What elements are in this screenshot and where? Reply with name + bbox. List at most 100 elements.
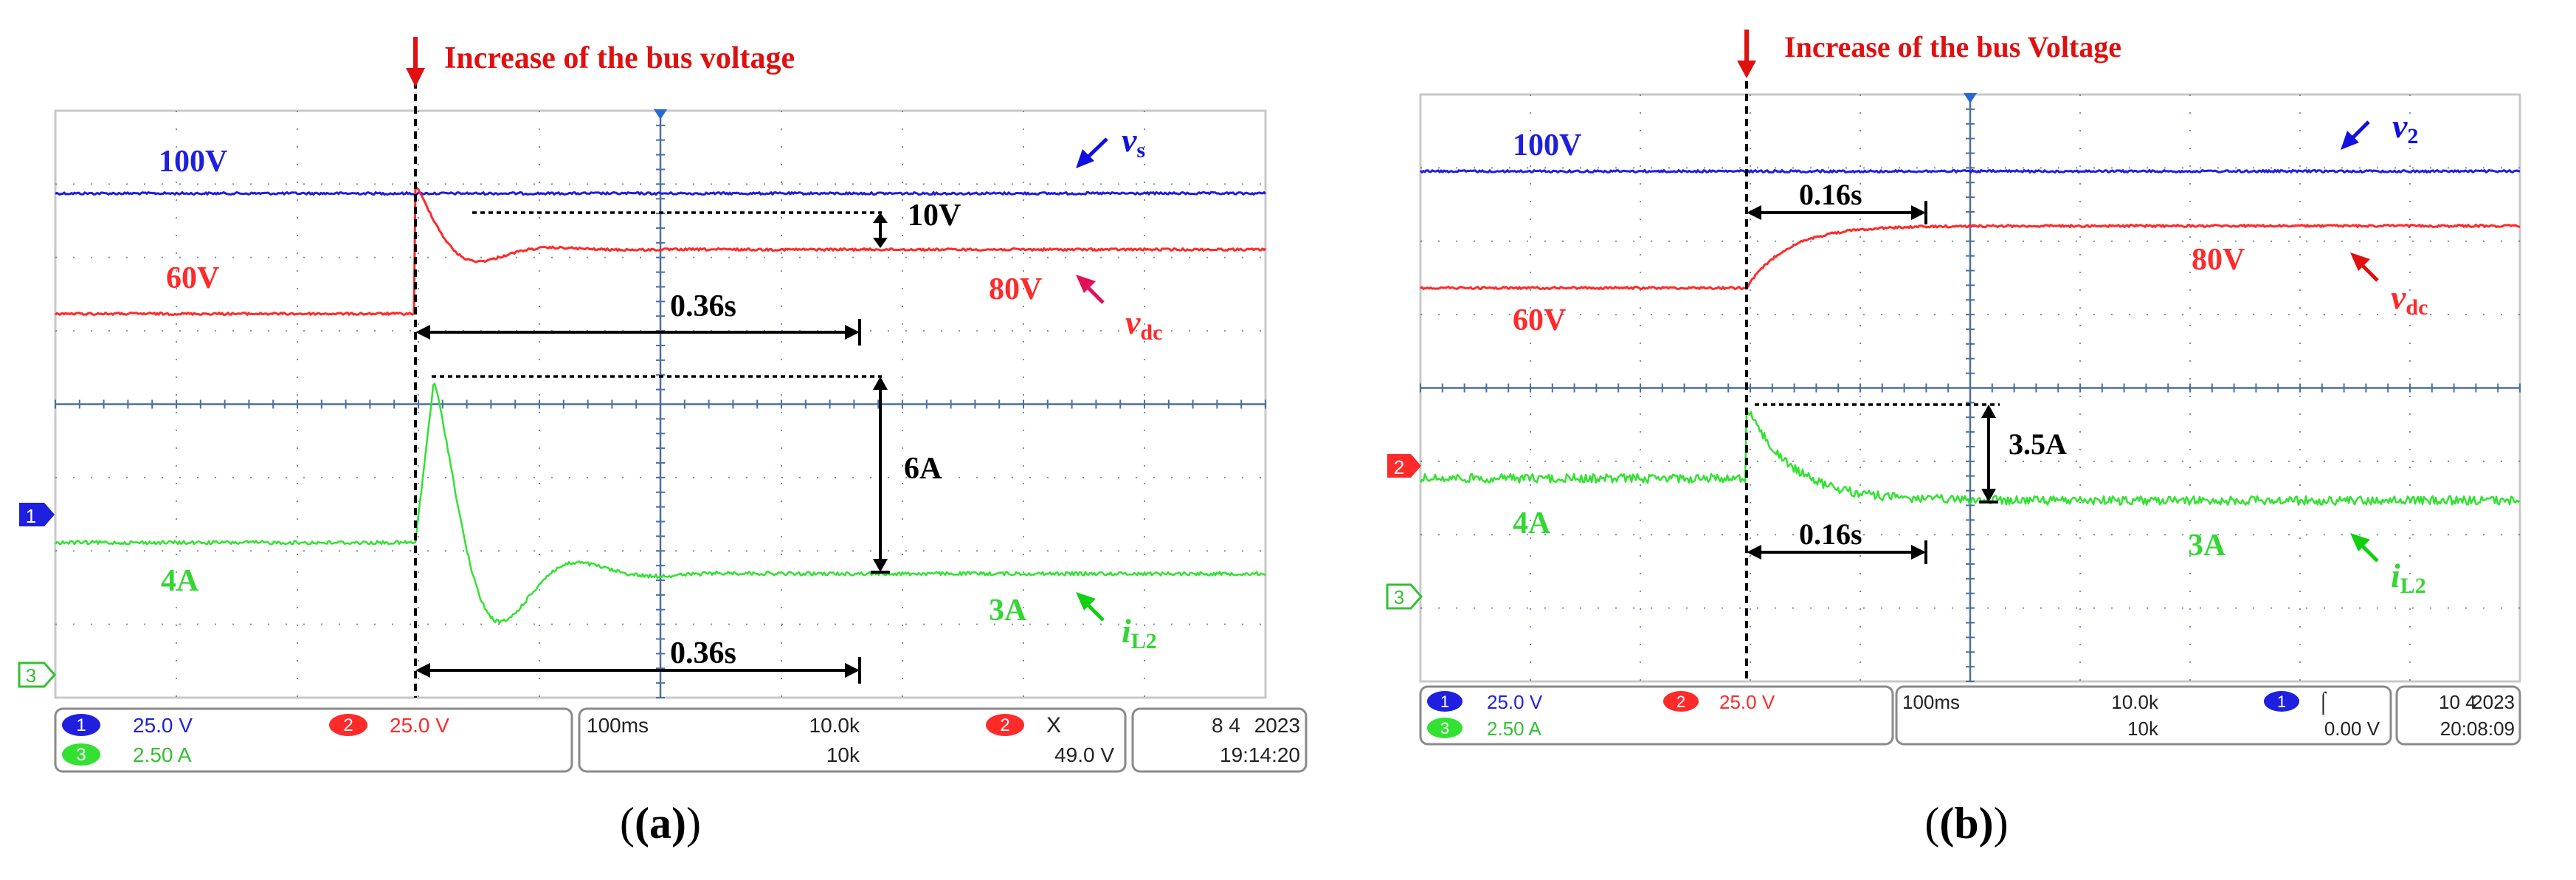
il2-start-label-b: 4A [1513, 506, 1551, 540]
settle-i-label-b: 0.16s [1799, 518, 1862, 551]
v2-level-label: 100V [1513, 128, 1581, 162]
ch-marker-3-a: 3 [18, 661, 56, 688]
v2-series-label: v2 [2392, 107, 2418, 148]
vdc-arrow-icon-a [1076, 275, 1105, 304]
panel-a-grid [55, 109, 1266, 698]
il2-series-label-a: iL2 [1122, 612, 1157, 653]
sample-rate-b: 10.0k [2111, 691, 2159, 713]
year-a: 2023 [1254, 714, 1300, 737]
status-bar-a: 1 25.0 V 3 2.50 A 2 25.0 V 100ms 10.0k 1… [54, 707, 1308, 773]
panel-b: Increase of the bus Voltage 100V v2 60V … [1386, 30, 2521, 848]
vs-series-label: vs [1122, 121, 1145, 162]
ch1-scale-a: 25.0 V [133, 714, 193, 737]
ch2-badge-num-b: 2 [1677, 692, 1685, 711]
settle-v-label-a: 0.36s [670, 289, 736, 323]
il2-end-label-a: 3A [989, 594, 1027, 628]
trig-symbol-b: ⌠ [2317, 690, 2330, 715]
timebase-a: 100ms [587, 714, 649, 737]
ch-marker-1-a: 1 [19, 503, 55, 527]
settle-i-arrow-a [415, 657, 861, 684]
date-a: 8 4 [1212, 714, 1240, 737]
overshoot-i-label-b: 3.5A [2009, 427, 2067, 461]
vdc-start-label-a: 60V [166, 261, 219, 295]
ch2-badge-a [329, 714, 367, 736]
ch3-badge-a [62, 743, 100, 766]
vdc-end-label-b: 80V [2192, 243, 2245, 277]
ch-marker-3-b: 3 [1386, 583, 1423, 610]
ch2-scale-b: 25.0 V [1719, 691, 1775, 713]
panel-label-a: ((a)) [620, 799, 701, 848]
vdc-series-label-b: vdc [2391, 278, 2428, 320]
time-a: 19:14:20 [1220, 743, 1300, 766]
record-length-b: 10k [2127, 718, 2159, 740]
vdc-trace-b [1420, 224, 2521, 290]
ch2-badge-b [1663, 691, 1699, 712]
svg-text:2: 2 [1394, 456, 1404, 478]
trigger-position-icon-b [1964, 93, 1977, 103]
trig-level-a: 49.0 V [1054, 743, 1114, 766]
settle-v-label-b: 0.16s [1799, 178, 1862, 211]
svg-text:1: 1 [26, 505, 36, 527]
ch-marker-2-b: 2 [1387, 454, 1421, 478]
trig-level-b: 0.00 V [2324, 718, 2380, 740]
vdc-arrow-icon-b [2350, 252, 2379, 282]
overshoot-v-label-a: 10V [908, 199, 961, 233]
panel-a: Increase of the bus voltage 100V vs 60V … [18, 37, 1308, 848]
overshoot-i-arrow-b [1979, 405, 1998, 503]
ch2-badge-num-a: 2 [343, 715, 353, 735]
svg-text:3: 3 [1394, 586, 1404, 608]
status-bar-b: 1 25.0 V 3 2.50 A 2 25.0 V 100ms 10.0k 1… [1419, 685, 2521, 746]
ch3-scale-a: 2.50 A [133, 743, 192, 766]
panel-b-traces [1419, 169, 2521, 506]
time-b: 20:08:09 [2440, 718, 2515, 740]
record-length-a: 10k [826, 743, 860, 766]
settle-i-arrow-b [1747, 540, 1927, 564]
trig-badge-num-b: 1 [2277, 692, 2286, 711]
panel-label-b: ((b)) [1924, 799, 2008, 848]
trig-badge-num-a: 2 [1000, 715, 1009, 735]
settle-i-label-a: 0.36s [670, 636, 736, 670]
trig-symbol-a: X [1046, 713, 1061, 738]
il2-end-label-b: 3A [2188, 529, 2226, 563]
settle-v-arrow-b [1747, 201, 1927, 224]
il2-start-label-a: 4A [161, 564, 199, 598]
v2-arrow-icon [2341, 120, 2370, 150]
ch3-badge-num-a: 3 [76, 745, 86, 765]
trig-badge-a [986, 714, 1024, 736]
il2-arrow-icon-b [2350, 533, 2379, 563]
sample-rate-a: 10.0k [809, 714, 860, 737]
event-arrow-icon-a [406, 37, 425, 87]
panel-a-traces [54, 185, 1267, 625]
trig-badge-b [2264, 691, 2299, 712]
svg-text:3: 3 [26, 664, 36, 687]
year-b: 2023 [2472, 691, 2515, 713]
ch3-scale-b: 2.50 A [1487, 718, 1541, 740]
event-label-a: Increase of the bus voltage [444, 41, 795, 75]
event-label-b: Increase of the bus Voltage [1784, 30, 2121, 63]
vs-arrow-icon [1076, 137, 1108, 168]
trigger-position-icon-a [654, 109, 667, 120]
vdc-series-label-a: vdc [1125, 303, 1162, 345]
vs-level-label: 100V [159, 145, 227, 179]
vdc-end-label-a: 80V [989, 272, 1042, 306]
il2-trace-b [1419, 409, 2521, 506]
overshoot-i-label-a: 6A [904, 452, 942, 486]
ch1-badge-num-a: 1 [76, 715, 86, 735]
il2-series-label-b: iL2 [2391, 557, 2426, 598]
ch1-badge-b [1427, 691, 1463, 712]
overshoot-v-arrow-a [873, 213, 888, 248]
il2-trace-a [55, 382, 1266, 625]
ch3-badge-num-b: 3 [1440, 719, 1449, 738]
ch1-badge-num-b: 1 [1440, 692, 1449, 711]
timebase-b: 100ms [1902, 691, 1960, 713]
date-b: 10 4 [2439, 691, 2476, 713]
ch2-scale-a: 25.0 V [390, 714, 449, 737]
ch3-badge-b [1427, 718, 1463, 738]
event-arrow-icon-b [1737, 30, 1756, 78]
vdc-start-label-b: 60V [1513, 303, 1566, 337]
il2-arrow-icon-a [1076, 592, 1105, 622]
vdc-trace-a [54, 185, 1267, 316]
overshoot-i-arrow-a [871, 377, 890, 574]
